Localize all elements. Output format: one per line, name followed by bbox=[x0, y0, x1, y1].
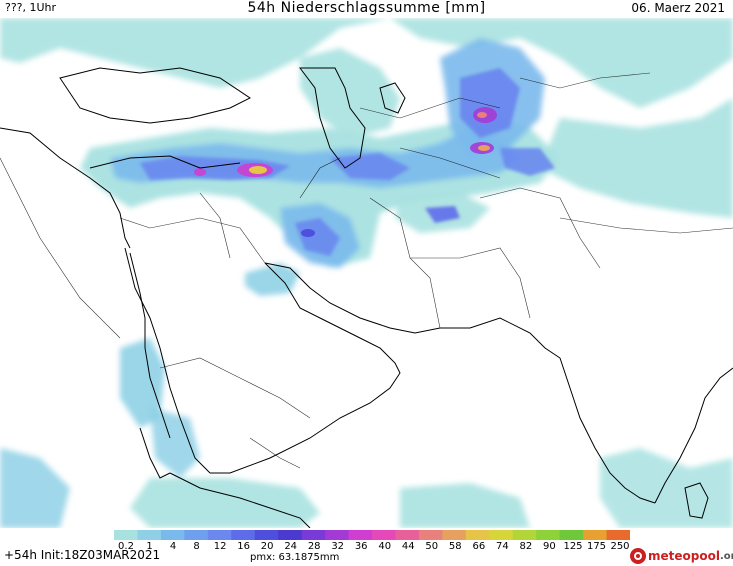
legend-tick-label: 16 bbox=[237, 541, 250, 552]
legend-color-bar bbox=[114, 530, 630, 540]
legend-tick-label: 74 bbox=[496, 541, 509, 552]
legend-swatch bbox=[489, 530, 514, 540]
legend-swatch bbox=[536, 530, 561, 540]
legend-swatch bbox=[184, 530, 209, 540]
legend-tick-label: 50 bbox=[425, 541, 439, 552]
forecast-date: 06. Maerz 2021 bbox=[631, 1, 725, 15]
legend-tick-label: 40 bbox=[378, 541, 392, 552]
country-borders bbox=[0, 72, 733, 469]
legend-tick-label: 28 bbox=[307, 541, 321, 552]
legend-swatch bbox=[160, 530, 185, 540]
map-title: 54h Niederschlagssumme [mm] bbox=[247, 0, 486, 16]
legend-tick-label: 4 bbox=[169, 541, 177, 552]
legend-tick-label: 12 bbox=[213, 541, 227, 552]
precipitation-map bbox=[0, 18, 733, 528]
legend-tick-label: 1 bbox=[146, 541, 153, 552]
legend-swatch bbox=[512, 530, 537, 540]
logo-suffix: .org bbox=[719, 550, 733, 562]
legend-tick-label: 8 bbox=[193, 541, 200, 552]
legend-swatch bbox=[301, 530, 326, 540]
legend-tick-label: 250 bbox=[610, 541, 630, 552]
logo-icon bbox=[630, 548, 646, 564]
legend-swatch bbox=[559, 530, 584, 540]
max-precip-label: pmx: 63.1875mm bbox=[250, 552, 340, 563]
legend-tick-label: 32 bbox=[331, 541, 345, 552]
legend-swatch bbox=[114, 530, 138, 540]
meteopool-logo[interactable]: meteopool .org bbox=[630, 547, 733, 565]
legend-swatch bbox=[325, 530, 350, 540]
legend-tick-label: 24 bbox=[284, 541, 298, 552]
legend-swatch bbox=[137, 530, 162, 540]
legend-tick-label: 125 bbox=[563, 541, 583, 552]
legend-swatch bbox=[348, 530, 373, 540]
legend-tick-label: 44 bbox=[401, 541, 415, 552]
legend-swatch bbox=[442, 530, 467, 540]
legend-swatch bbox=[583, 530, 608, 540]
legend-tick-label: 66 bbox=[472, 541, 486, 552]
model-run-label: +54h Init:18Z03MAR2021 bbox=[4, 548, 161, 562]
legend-swatch bbox=[465, 530, 490, 540]
precip-heavy bbox=[194, 107, 497, 237]
legend-swatch bbox=[372, 530, 396, 540]
legend-tick-label: 90 bbox=[543, 541, 556, 552]
legend-swatch bbox=[254, 530, 279, 540]
coastlines bbox=[0, 67, 733, 528]
legend-swatch bbox=[231, 530, 256, 540]
forecast-time-label: ???, 1Uhr bbox=[5, 1, 57, 14]
legend-tick-label: 58 bbox=[448, 541, 462, 552]
legend-swatch bbox=[207, 530, 232, 540]
legend-swatch bbox=[418, 530, 443, 540]
legend-tick-label: 36 bbox=[354, 541, 368, 552]
legend-tick-label: 175 bbox=[586, 541, 607, 552]
legend-swatch bbox=[278, 530, 303, 540]
legend-tick-label: 20 bbox=[260, 541, 274, 552]
legend-swatch bbox=[606, 530, 630, 540]
legend-tick-label: 0.2 bbox=[118, 541, 134, 552]
legend-tick-label: 82 bbox=[519, 541, 533, 552]
legend-swatch bbox=[395, 530, 420, 540]
logo-text: meteopool bbox=[648, 549, 720, 563]
